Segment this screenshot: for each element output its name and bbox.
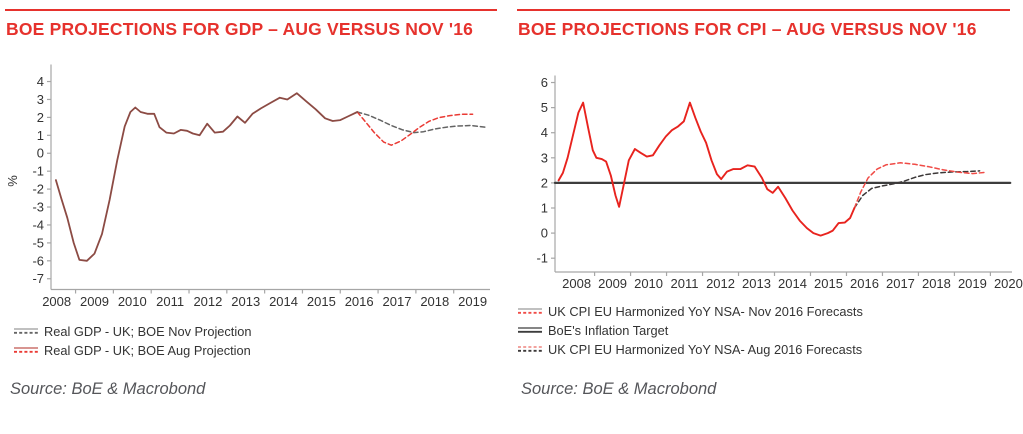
legend-item: BoE's Inflation Target [517,322,863,338]
x-tick-label: 2019 [458,294,487,309]
gdp-chart-title: BOE PROJECTIONS FOR GDP – AUG VERSUS NOV… [6,19,474,39]
gdp-title-rule [5,9,497,11]
x-tick-label: 2016 [345,294,374,309]
x-tick-label: 2018 [420,294,449,309]
legend-swatch-icon [518,327,542,333]
y-tick-label: 1 [37,128,44,143]
x-tick-label: 2013 [231,294,260,309]
y-tick-label: 2 [541,175,548,190]
legend-swatch-icon [14,347,38,353]
y-tick-label: -7 [32,271,44,286]
x-tick-label: 2017 [886,276,915,291]
x-tick-label: 2010 [634,276,663,291]
legend-label: BoE's Inflation Target [548,322,669,338]
y-tick-label: 0 [37,146,44,161]
x-tick-label: 2013 [742,276,771,291]
axes: 4 3 2 1 0 -1 -2 -3 -4 -5 -6 -7 2008 2009 2010 2011 2012 2… [32,64,490,309]
y-tick-label: -4 [32,217,44,232]
y-tick-label: -5 [32,235,44,250]
x-tick-label: 2009 [598,276,627,291]
legend-item: Real GDP - UK; BOE Nov Projection [13,323,252,339]
legend-item: UK CPI EU Harmonized YoY NSA- Nov 2016 F… [517,303,863,319]
x-tick-label: 2015 [307,294,336,309]
y-tick-label: -6 [32,253,44,268]
series-gdp-nov-projection [356,111,487,134]
x-tick-label: 2008 [42,294,71,309]
x-tick-label: 2012 [193,294,222,309]
series-cpi-nov-forecast [853,162,986,209]
y-tick-label: 1 [541,201,548,216]
gdp-legend: Real GDP - UK; BOE Nov Projection Real GD… [13,323,252,358]
y-tick-label: 3 [541,150,548,165]
x-tick-label: 2009 [80,294,109,309]
x-tick-label: 2018 [922,276,951,291]
y-tick-label: 2 [37,110,44,125]
y-tick-label: -2 [32,182,44,197]
legend-label: Real GDP - UK; BOE Nov Projection [44,323,252,339]
legend-swatch-icon [14,328,38,334]
cpi-legend: UK CPI EU Harmonized YoY NSA- Nov 2016 F… [517,303,863,357]
x-tick-label: 2014 [269,294,298,309]
x-tick-label: 2017 [383,294,412,309]
series-cpi-aug-forecast [853,170,981,209]
x-tick-label: 2019 [958,276,987,291]
gdp-source-note: Source: BoE & Macrobond [10,380,206,398]
axes: 6 5 4 3 2 1 0 -1 2008 2009 2010 2011 2012 2013 2014 201… [536,75,1022,291]
cpi-source-note: Source: BoE & Macrobond [521,380,717,398]
y-axis-title: % [5,175,20,187]
y-tick-label: -1 [536,251,548,266]
cpi-title-rule [517,9,1010,11]
x-tick-label: 2011 [671,276,699,291]
y-tick-label: 3 [37,92,44,107]
x-tick-label: 2015 [814,276,843,291]
series-cpi-history [557,101,856,237]
y-tick-label: 0 [541,226,548,241]
legend-label: UK CPI EU Harmonized YoY NSA- Nov 2016 F… [548,303,863,319]
series-gdp-history [55,92,359,262]
legend-item: UK CPI EU Harmonized YoY NSA- Aug 2016 F… [517,341,863,357]
series-gdp-aug-projection [356,111,474,146]
x-tick-label: 2010 [118,294,147,309]
x-tick-label: 2008 [562,276,591,291]
y-tick-label: 6 [541,75,548,90]
x-tick-label: 2011 [156,294,184,309]
legend-label: Real GDP - UK; BOE Aug Projection [44,342,251,358]
y-tick-label: 5 [541,100,548,115]
legend-label: UK CPI EU Harmonized YoY NSA- Aug 2016 F… [548,341,863,357]
x-tick-label: 2012 [706,276,735,291]
x-tick-label: 2016 [850,276,879,291]
cpi-chart-title: BOE PROJECTIONS FOR CPI – AUG VERSUS NOV… [518,19,977,39]
legend-swatch-icon [518,308,542,314]
legend-item: Real GDP - UK; BOE Aug Projection [13,342,251,358]
legend-swatch-icon [518,346,542,352]
y-tick-label: 4 [37,74,44,89]
x-tick-label: 2014 [778,276,807,291]
y-tick-label: -3 [32,200,44,215]
y-tick-label: -1 [32,164,44,179]
y-tick-label: 4 [541,125,548,140]
x-tick-label: 2020 [994,276,1023,291]
